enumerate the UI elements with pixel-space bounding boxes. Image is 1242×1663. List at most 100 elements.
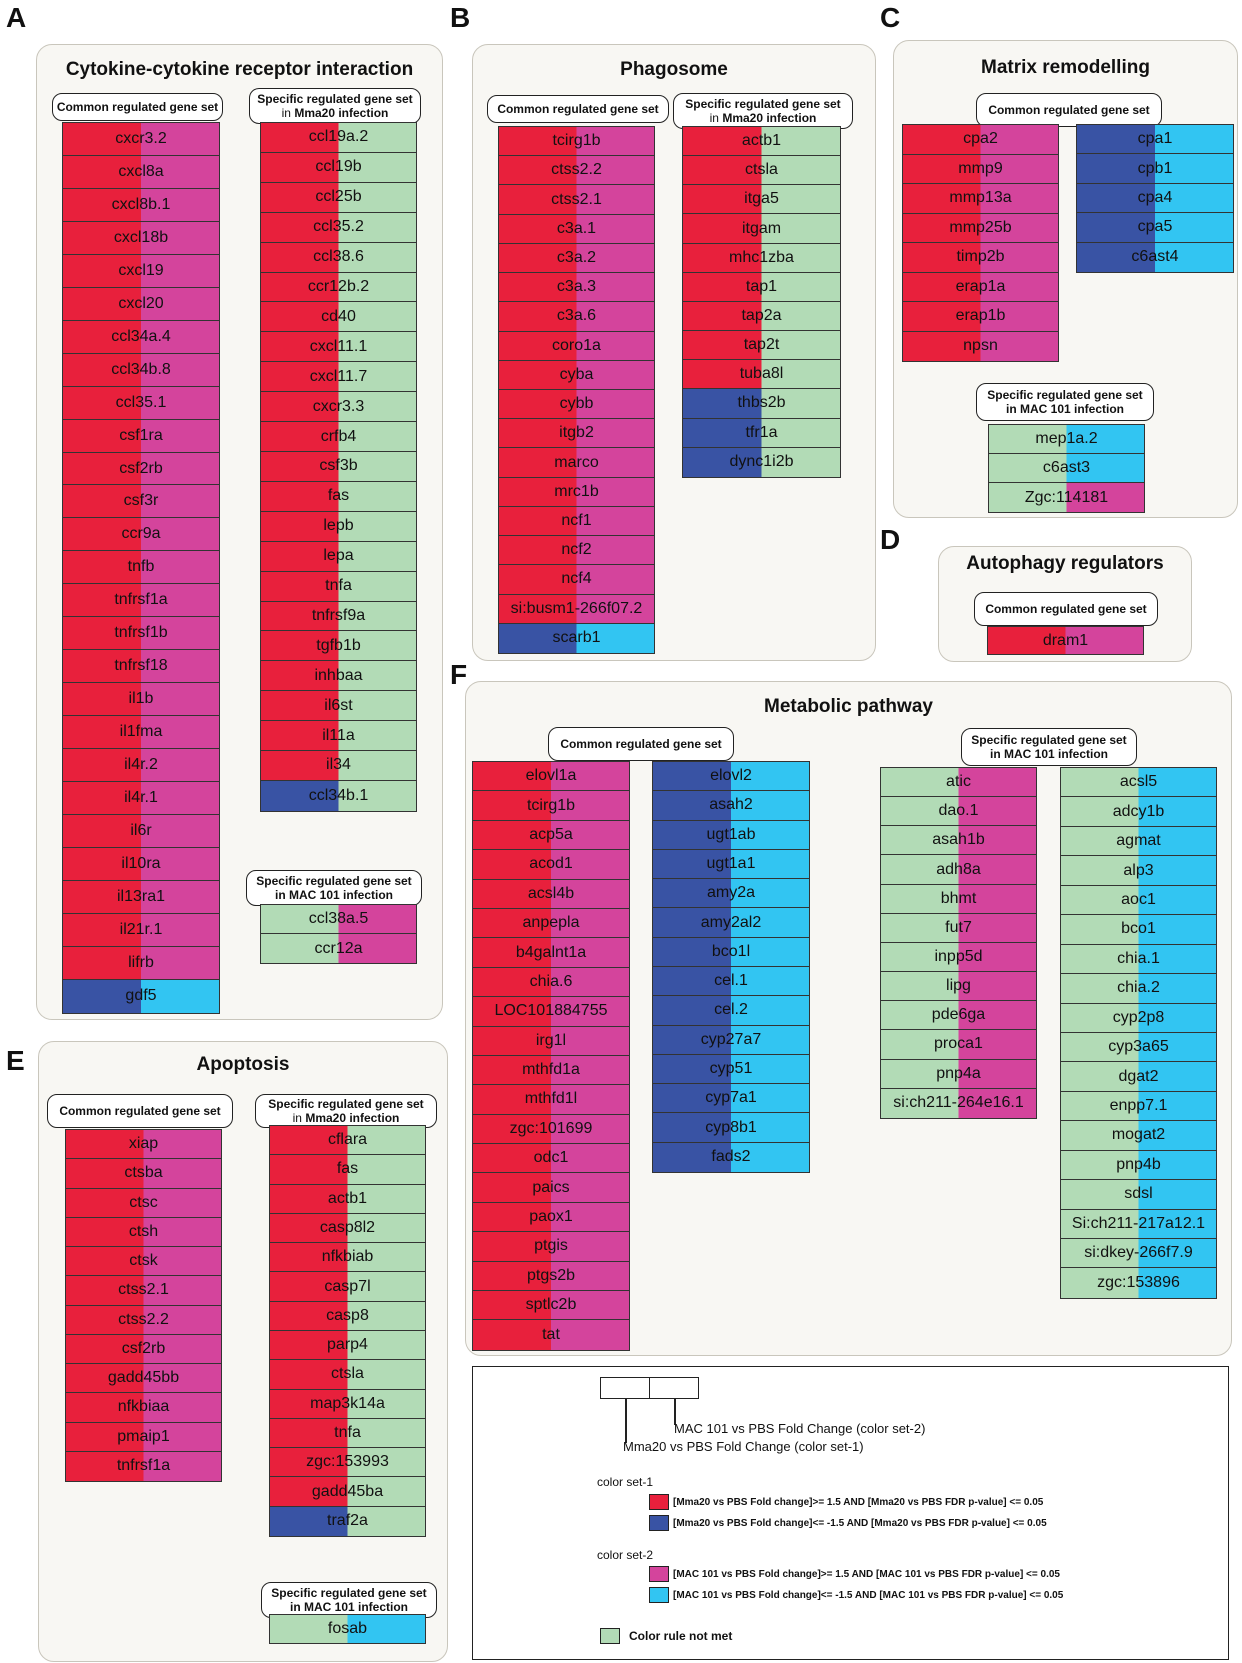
gene-cell: cxcl20 (63, 287, 219, 321)
gene-name: erap1b (955, 307, 1006, 325)
gene-cell: il4r.2 (63, 749, 219, 783)
gene-name: ctsc (129, 1193, 158, 1211)
panel-e-common-title: Common regulated gene set (47, 1094, 233, 1128)
gene-cell: bco1 (1061, 915, 1216, 945)
gene-name: fads2 (711, 1148, 751, 1166)
gene-cell: tnfb (63, 551, 219, 585)
gene-name: mthfd1l (524, 1090, 578, 1108)
gene-name: ccl35.2 (313, 218, 364, 236)
gene-name: npsn (963, 337, 998, 355)
gene-name: cel.1 (714, 972, 748, 990)
gene-cell: ncf2 (499, 536, 654, 566)
gene-cell: acod1 (473, 850, 629, 880)
gene-cell: cpa5 (1077, 213, 1233, 243)
gene-cell: dram1 (988, 627, 1143, 654)
gene-name: tap1 (745, 277, 778, 295)
gene-name: cyp2p8 (1112, 1008, 1165, 1026)
gene-cell: tcirg1b (473, 791, 629, 821)
legend-set1-up-label: [Mma20 vs PBS Fold change]>= 1.5 AND [Mm… (673, 1497, 1044, 1508)
gene-cell: ctss2.2 (499, 156, 654, 186)
gene-name: fut7 (945, 918, 972, 936)
legend-set2-up-label: [MAC 101 vs PBS Fold change]>= 1.5 AND [… (673, 1569, 1060, 1580)
gene-cell: cel.2 (653, 996, 809, 1026)
gene-name: lipg (946, 977, 971, 995)
panel-f-common-down-gene-list: elovl2 asah2 ugt1ab ugt1a1 amy2a amy2al2 bco1l… (652, 761, 810, 1173)
gene-cell: itgam (683, 214, 840, 244)
gene-cell: traf2a (270, 1506, 425, 1536)
gene-name: Si:ch211-217a12.1 (1071, 1214, 1206, 1232)
gene-name: cxcl8b.1 (111, 195, 171, 213)
gene-name: elovl2 (710, 767, 752, 785)
panel-a-title: Cytokine-cytokine receptor interaction (65, 59, 414, 80)
gene-name: il21r.1 (119, 920, 163, 938)
panel-f-mac-down-gene-list: acsl5 adcy1b agmat alp3 aoc1 bco1 chia.1 chia.2… (1060, 767, 1217, 1299)
gene-cell: coro1a (499, 331, 654, 361)
gene-name: ugt1a1 (706, 854, 756, 872)
gene-cell: pnp4a (881, 1059, 1036, 1089)
panel-c-label: C (880, 2, 901, 33)
gene-cell: mthfd1a (473, 1055, 629, 1086)
gene-name: ccr12a (314, 939, 363, 957)
legend-set1-up-swatch (649, 1494, 669, 1510)
legend-set2-title: color set-2 (597, 1548, 654, 1562)
gene-cell: ccl19a.2 (261, 123, 416, 153)
gene-cell: cflara (270, 1126, 425, 1156)
gene-name: tfr1a (745, 423, 778, 441)
gene-name: asah2 (709, 796, 753, 814)
gene-cell: ccl34b.1 (261, 780, 416, 811)
panel-a-mma-title-line1: Specific regulated gene set (257, 92, 413, 106)
gene-cell: tap1 (683, 272, 840, 302)
panel-e-mma-gene-list: cflara fas actb1 casp8l2 nfkbiab casp7l casp8 p… (269, 1125, 426, 1537)
panel-c-mac-gene-list: mep1a.2 c6ast3 Zgc:114181 (988, 424, 1145, 513)
gene-cell: tgfb1b (261, 631, 416, 662)
gene-name: cxcl19 (118, 261, 164, 279)
gene-name: crfb4 (320, 427, 357, 445)
panel-a-mma-title-bold: Mma20 (294, 106, 336, 120)
panel-b-common-title: Common regulated gene set (487, 95, 669, 123)
gene-name: sptlc2b (525, 1296, 577, 1314)
panel-c-common-up-gene-list: cpa2 mmp9 mmp13a mmp25b timp2b erap1a erap1b np… (902, 124, 1059, 362)
gene-name: ccl38.6 (313, 248, 364, 266)
gene-cell: lifrb (63, 946, 219, 980)
gene-name: cybb (559, 395, 594, 413)
panel-b-common-gene-list: tcirg1b ctss2.2 ctss2.1 c3a.1 c3a.2 c3a.3 c3a.… (498, 126, 655, 654)
gene-name: ptgs2b (526, 1266, 576, 1284)
gene-name: zgc:153993 (306, 1453, 389, 1471)
gene-cell: il13ra1 (63, 880, 219, 914)
gene-cell: thbs2b (683, 389, 840, 419)
gene-cell: casp8l2 (270, 1213, 425, 1244)
gene-cell: npsn (903, 331, 1058, 361)
gene-cell: cyp7a1 (653, 1084, 809, 1114)
gene-cell: cxcl8b.1 (63, 188, 219, 222)
panel-a-common-title-text: Common regulated gene set (56, 100, 219, 114)
gene-name: acod1 (529, 855, 573, 873)
gene-name: il10ra (121, 854, 161, 872)
gene-cell: cxcl8a (63, 155, 219, 189)
gene-name: ccr9a (121, 525, 161, 543)
gene-cell: paox1 (473, 1202, 629, 1233)
gene-name: il4r.1 (124, 789, 158, 807)
gene-cell: ccr12a (261, 934, 416, 963)
legend-none-label: Color rule not met (629, 1629, 733, 1643)
gene-name: tnfrsf18 (114, 657, 168, 675)
gene-name: gdf5 (125, 987, 157, 1005)
legend-set2-down-swatch (649, 1587, 669, 1603)
gene-cell: bhmt (881, 884, 1036, 914)
gene-cell: adcy1b (1061, 797, 1216, 827)
panel-d-common-title-text: Common regulated gene set (985, 602, 1147, 616)
gene-name: ccl34b.1 (308, 786, 369, 804)
gene-name: atic (946, 773, 971, 791)
gene-name: bhmt (940, 889, 977, 907)
panel-b-mma-title-prefix: in (709, 111, 723, 125)
gene-cell: ctsh (66, 1217, 221, 1247)
gene-name: adcy1b (1112, 802, 1165, 820)
gene-cell: pnp4b (1061, 1150, 1216, 1181)
gene-cell: aoc1 (1061, 885, 1216, 916)
gene-cell: csf1ra (63, 419, 219, 453)
gene-name: cxcl20 (118, 294, 164, 312)
gene-cell: ctsba (66, 1159, 221, 1189)
legend-mac-label: MAC 101 vs PBS Fold Change (color set-2) (674, 1421, 926, 1436)
gene-name: mhc1zba (729, 248, 794, 266)
panel-e-label: E (6, 1045, 25, 1076)
gene-cell: il1fma (63, 716, 219, 750)
